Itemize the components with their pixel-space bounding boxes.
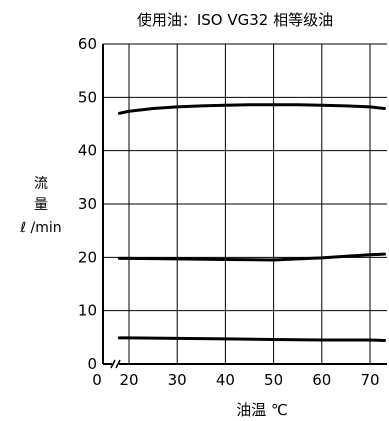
y-tick-label-40: 40 <box>78 142 97 160</box>
y-tick-label-10: 10 <box>78 302 97 320</box>
x-origin-label: 0 <box>92 371 102 389</box>
x-axis-label: 油温 ℃ <box>236 401 288 419</box>
y-axis-label-line-3: ℓ /min <box>19 220 61 236</box>
x-tick-label-50: 50 <box>264 371 283 389</box>
x-tick-label-20: 20 <box>119 371 138 389</box>
x-tick-label-60: 60 <box>312 371 331 389</box>
y-axis-label: 流量 ℓ /min <box>19 176 61 236</box>
tick-labels: 0 10 20 30 40 50 60 0 20 30 40 50 60 70 <box>78 35 380 389</box>
x-tick-label-30: 30 <box>168 371 187 389</box>
y-tick-label-50: 50 <box>78 88 97 106</box>
series-line-2 <box>117 252 386 262</box>
x-tick-label-70: 70 <box>360 371 379 389</box>
y-tick-label-60: 60 <box>78 35 97 53</box>
axis-lines <box>102 44 387 369</box>
y-tick-label-30: 30 <box>78 195 97 213</box>
series-line-3 <box>117 336 386 342</box>
grid-lines <box>103 43 387 364</box>
x-axis-break-mark <box>110 359 121 369</box>
y-tick-label-20: 20 <box>78 248 97 266</box>
chart-title: 使用油：ISO VG32 相等级油 <box>137 11 333 29</box>
y-tick-label-0: 0 <box>87 355 97 373</box>
series-line-1 <box>117 103 386 115</box>
y-axis-label-line-2: 量 <box>34 197 48 213</box>
y-axis-label-line-1: 流 <box>34 176 48 192</box>
series-lines <box>117 103 386 342</box>
x-tick-label-40: 40 <box>216 371 235 389</box>
